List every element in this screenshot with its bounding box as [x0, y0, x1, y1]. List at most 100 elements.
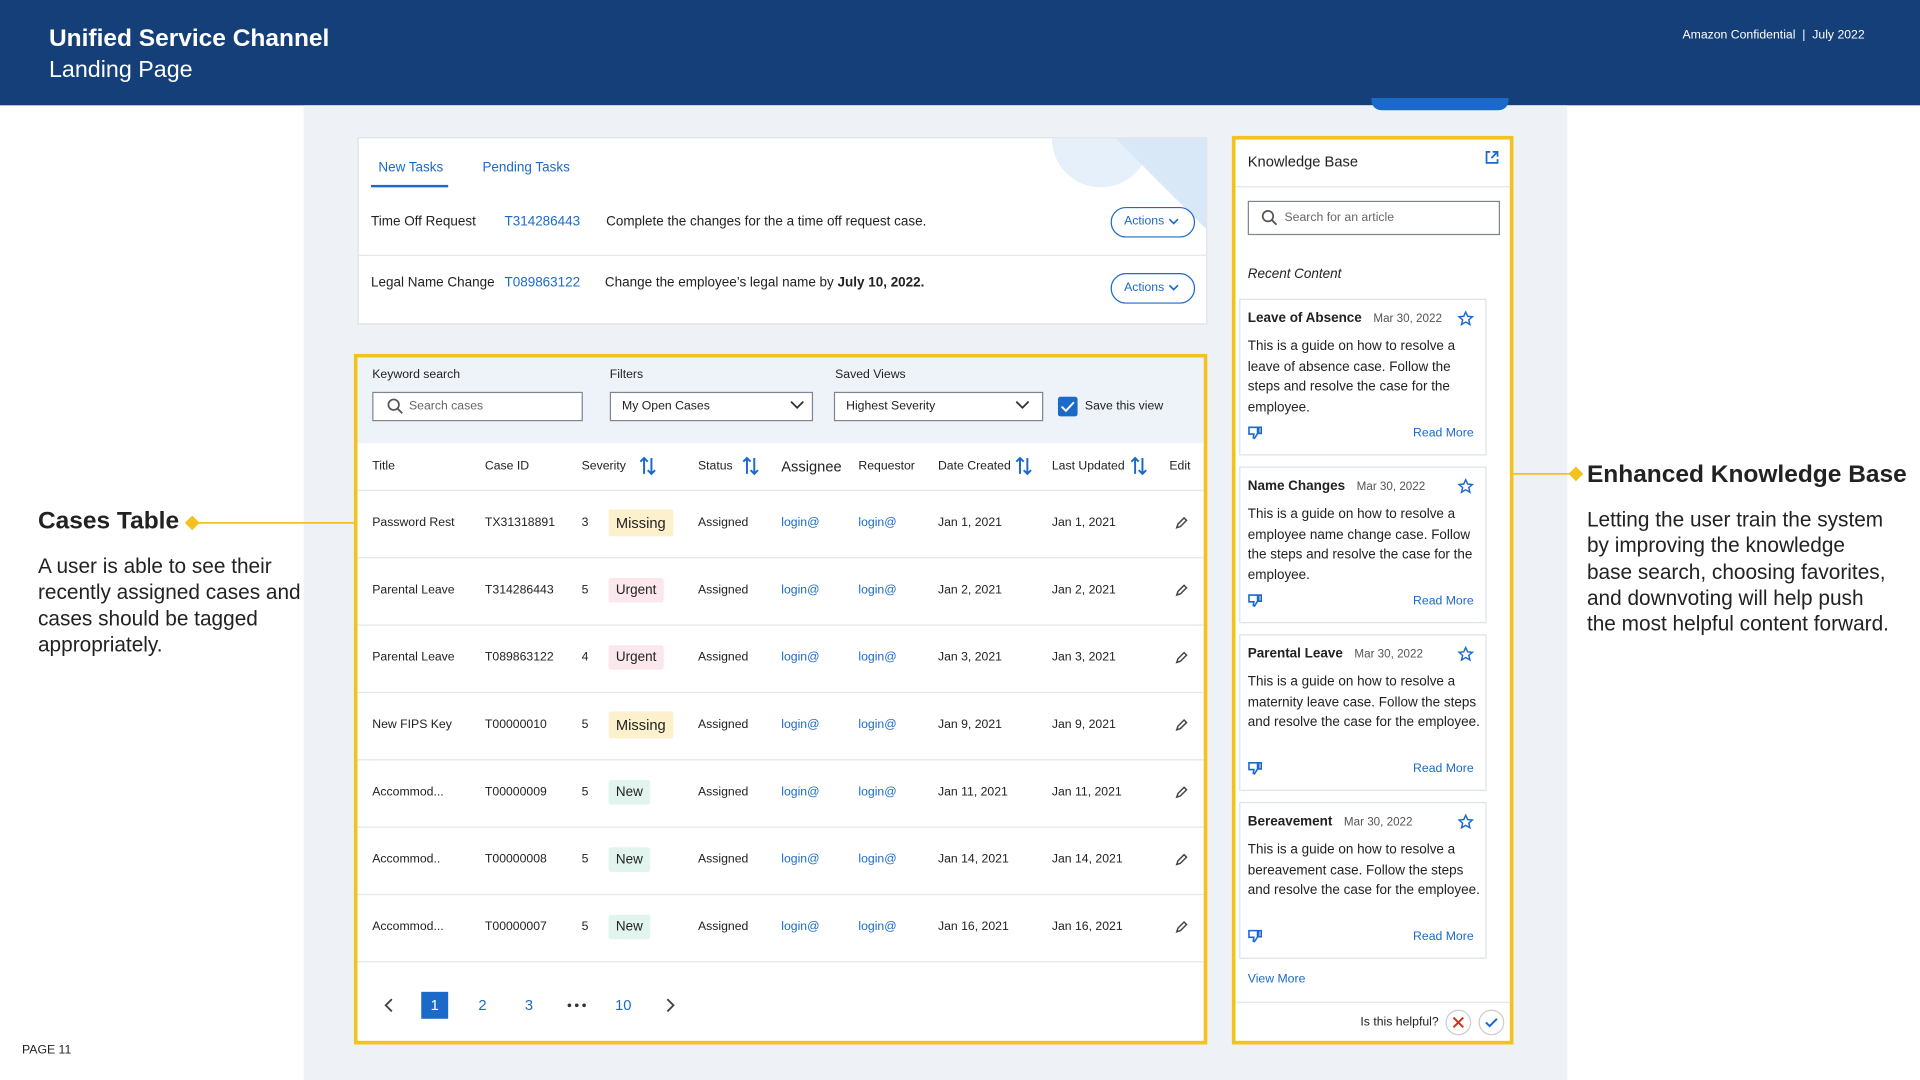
cell-severity: 3 — [582, 516, 589, 529]
cell-last-updated: Jan 1, 2021 — [1052, 516, 1116, 529]
cell-title: Password Rest — [372, 516, 454, 529]
view-more[interactable]: View More — [1248, 973, 1306, 986]
prev-page[interactable] — [384, 999, 391, 1011]
row-divider — [358, 894, 1204, 895]
chevron-down — [1016, 402, 1028, 411]
not-helpful-button[interactable] — [1445, 1009, 1472, 1036]
article-title[interactable]: Bereavement — [1248, 814, 1333, 829]
annotation-body: A user is able to see their recently ass… — [38, 553, 301, 657]
cell-last-updated: Jan 3, 2021 — [1052, 651, 1116, 664]
actions-label: Actions — [1124, 281, 1164, 294]
article-title[interactable]: Parental Leave — [1248, 647, 1343, 662]
task-id[interactable]: T089863122 — [504, 276, 580, 291]
tab[interactable]: New Tasks — [378, 160, 443, 175]
requestor-link[interactable]: login@ — [858, 920, 896, 933]
favorite-star[interactable] — [1458, 814, 1473, 829]
cell-title: Accommod... — [372, 920, 443, 933]
sort-icon[interactable] — [639, 457, 656, 475]
assignee-link[interactable]: login@ — [781, 516, 819, 529]
cell-date-created: Jan 1, 2021 — [938, 516, 1002, 529]
actions-label: Actions — [1124, 215, 1164, 228]
table-header-divider — [358, 490, 1204, 491]
assignee-link[interactable]: login@ — [781, 583, 819, 596]
cell-title: New FIPS Key — [372, 718, 452, 731]
helpful-button[interactable] — [1478, 1009, 1505, 1036]
cell-date-created: Jan 11, 2021 — [938, 786, 1008, 799]
requestor-link[interactable]: login@ — [858, 651, 896, 664]
requestor-link[interactable]: login@ — [858, 718, 896, 731]
page-button[interactable]: 3 — [516, 992, 543, 1019]
actions-button[interactable]: Actions — [1111, 273, 1195, 304]
assignee-link[interactable]: login@ — [781, 853, 819, 866]
edit-icon[interactable] — [1176, 651, 1188, 663]
article-title[interactable]: Leave of Absence — [1248, 311, 1362, 326]
read-more[interactable]: Read More — [1413, 762, 1474, 775]
article-body: This is a guide on how to resolve a leav… — [1248, 337, 1481, 418]
next-page[interactable] — [667, 999, 674, 1011]
read-more[interactable]: Read More — [1413, 427, 1474, 440]
task-type: Legal Name Change — [371, 276, 495, 291]
sort-icon[interactable] — [742, 457, 759, 475]
edit-icon[interactable] — [1176, 853, 1188, 865]
downvote-icon[interactable] — [1248, 426, 1263, 439]
sort-icon[interactable] — [1015, 457, 1032, 475]
assignee-link[interactable]: login@ — [781, 786, 819, 799]
page-button-current[interactable]: 1 — [421, 992, 448, 1019]
page-button[interactable]: 10 — [610, 992, 637, 1019]
filter-label: Keyword search — [372, 368, 460, 381]
downvote-icon[interactable] — [1248, 762, 1263, 775]
cell-date-created: Jan 9, 2021 — [938, 718, 1002, 731]
external-link-icon[interactable] — [1485, 151, 1498, 164]
description-bold: July 10, 2022. — [838, 276, 925, 291]
task-id[interactable]: T314286443 — [504, 214, 580, 229]
read-more[interactable]: Read More — [1413, 930, 1474, 943]
cell-status: Assigned — [698, 516, 748, 529]
requestor-link[interactable]: login@ — [858, 786, 896, 799]
chevron-down — [1169, 285, 1178, 291]
row-divider — [358, 827, 1204, 828]
requestor-link[interactable]: login@ — [858, 583, 896, 596]
helpful-label: Is this helpful? — [1360, 1016, 1438, 1029]
downvote-icon[interactable] — [1248, 594, 1263, 607]
assignee-link[interactable]: login@ — [781, 718, 819, 731]
dropdown-value: Highest Severity — [846, 400, 935, 413]
row-divider — [358, 961, 1204, 962]
downvote-icon[interactable] — [1248, 929, 1263, 942]
row-divider — [358, 624, 1204, 625]
assignee-link[interactable]: login@ — [781, 920, 819, 933]
requestor-link[interactable]: login@ — [858, 516, 896, 529]
actions-button[interactable]: Actions — [1111, 207, 1195, 238]
favorite-star[interactable] — [1458, 311, 1473, 326]
tab[interactable]: Pending Tasks — [482, 160, 569, 175]
article-heading: Name Changes Mar 30, 2022 — [1248, 474, 1425, 496]
read-more[interactable]: Read More — [1413, 594, 1474, 607]
sort-icon[interactable] — [1130, 457, 1147, 475]
edit-icon[interactable] — [1176, 517, 1188, 529]
page-number-label: 1 — [421, 997, 448, 1014]
cell-last-updated: Jan 14, 2021 — [1052, 853, 1123, 866]
edit-icon[interactable] — [1176, 921, 1188, 933]
row-divider — [358, 692, 1204, 693]
cell-status: Assigned — [698, 718, 748, 731]
cell-date-created: Jan 14, 2021 — [938, 853, 1009, 866]
edit-icon[interactable] — [1176, 719, 1188, 731]
article-body: This is a guide on how to resolve a empl… — [1248, 504, 1481, 585]
cell-severity: 5 — [582, 786, 589, 799]
column-header: Date Created — [938, 460, 1011, 473]
requestor-link[interactable]: login@ — [858, 853, 896, 866]
header-date: July 2022 — [1812, 29, 1864, 42]
top-button-fragment — [1371, 98, 1508, 110]
assignee-link[interactable]: login@ — [781, 651, 819, 664]
save-view-label: Save this view — [1085, 400, 1163, 413]
tab-underline — [371, 185, 448, 187]
edit-icon[interactable] — [1176, 786, 1188, 798]
edit-icon[interactable] — [1176, 584, 1188, 596]
page-button[interactable]: 2 — [469, 992, 496, 1019]
connector — [1513, 467, 1584, 482]
favorite-star[interactable] — [1458, 479, 1473, 494]
description-text: Change the employee’s legal name by — [605, 276, 834, 291]
article-title[interactable]: Name Changes — [1248, 479, 1345, 494]
favorite-star[interactable] — [1458, 647, 1473, 662]
annotation-body: Letting the user train the system by imp… — [1587, 507, 1893, 637]
cell-case-id: T00000007 — [485, 920, 547, 933]
